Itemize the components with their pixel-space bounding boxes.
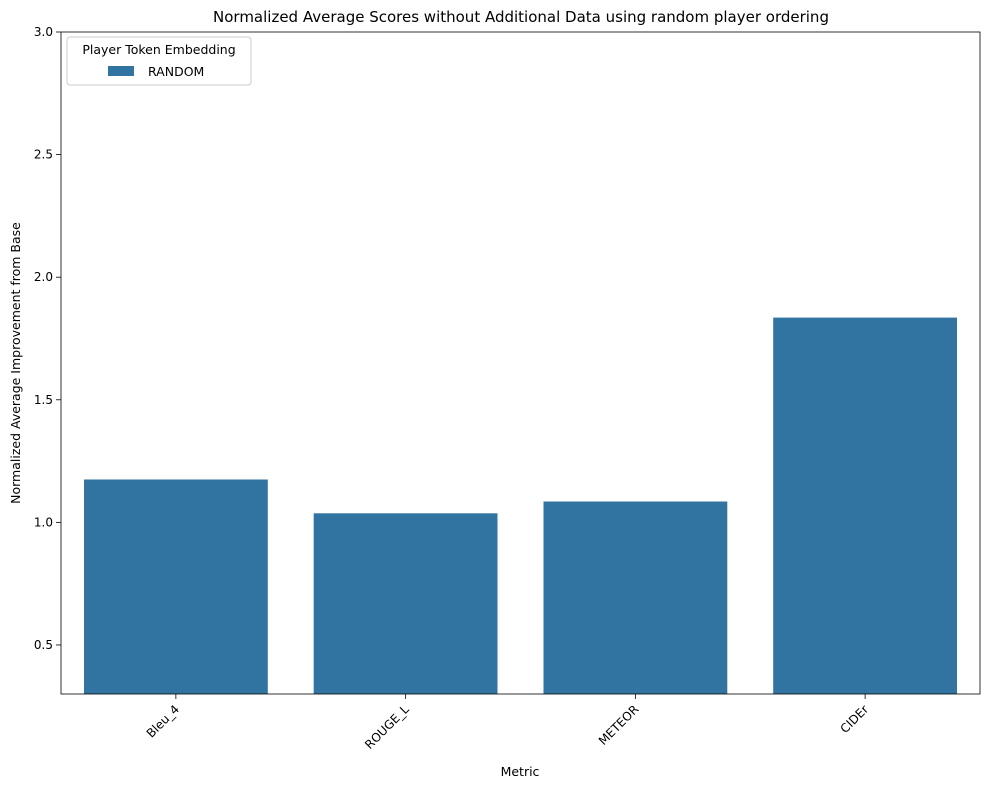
- y-tick-label: 1.0: [34, 515, 53, 529]
- x-tick-label-bleu-4: Bleu_4: [144, 702, 182, 740]
- legend-title: Player Token Embedding: [82, 42, 235, 57]
- y-tick-label: 0.5: [34, 638, 53, 652]
- x-axis-label: Metric: [501, 764, 540, 779]
- bar-rouge-l: [313, 513, 498, 694]
- x-axis: Bleu_4 ROUGE_L METEOR CIDEr: [144, 694, 872, 752]
- y-tick-label: 1.5: [34, 393, 53, 407]
- legend-label-random: RANDOM: [148, 64, 204, 79]
- bar-cider: [773, 317, 957, 694]
- legend: Player Token Embedding RANDOM: [66, 36, 252, 86]
- bar-bleu-4: [84, 479, 268, 694]
- plot-frame: [60, 31, 981, 695]
- y-tick-label: 2.0: [34, 270, 53, 284]
- x-tick-label-rouge-l: ROUGE_L: [362, 702, 412, 752]
- y-tick-label: 3.0: [34, 25, 53, 39]
- chart-title: Normalized Average Scores without Additi…: [213, 8, 829, 26]
- bars-group: [84, 317, 957, 694]
- x-tick-label-cider: CIDEr: [838, 702, 872, 736]
- legend-swatch-random: [108, 66, 134, 76]
- y-axis: 0.5 1.0 1.5 2.0 2.5 3.0: [34, 25, 61, 652]
- x-tick-label-meteor: METEOR: [596, 702, 642, 748]
- bar-meteor: [543, 501, 728, 694]
- y-axis-label: Normalized Average Improvement from Base: [8, 222, 23, 504]
- y-tick-label: 2.5: [34, 148, 53, 162]
